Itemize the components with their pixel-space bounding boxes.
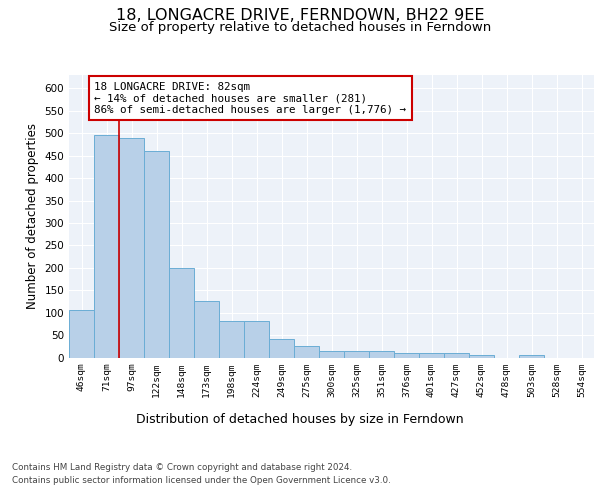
Bar bbox=[469, 356, 494, 358]
Bar bbox=[194, 302, 219, 358]
Bar bbox=[119, 138, 144, 358]
Bar bbox=[369, 351, 394, 358]
Bar bbox=[69, 310, 94, 358]
Bar bbox=[444, 353, 469, 358]
Text: Contains public sector information licensed under the Open Government Licence v3: Contains public sector information licen… bbox=[12, 476, 391, 485]
Bar bbox=[144, 151, 169, 358]
Text: Size of property relative to detached houses in Ferndown: Size of property relative to detached ho… bbox=[109, 21, 491, 34]
Bar bbox=[419, 353, 444, 358]
Text: Distribution of detached houses by size in Ferndown: Distribution of detached houses by size … bbox=[136, 412, 464, 426]
Y-axis label: Number of detached properties: Number of detached properties bbox=[26, 123, 39, 309]
Bar bbox=[169, 268, 194, 358]
Bar bbox=[94, 134, 119, 358]
Bar bbox=[219, 320, 244, 358]
Text: Contains HM Land Registry data © Crown copyright and database right 2024.: Contains HM Land Registry data © Crown c… bbox=[12, 462, 352, 471]
Bar bbox=[519, 356, 544, 358]
Text: 18, LONGACRE DRIVE, FERNDOWN, BH22 9EE: 18, LONGACRE DRIVE, FERNDOWN, BH22 9EE bbox=[116, 8, 484, 22]
Bar bbox=[269, 338, 294, 357]
Text: 18 LONGACRE DRIVE: 82sqm
← 14% of detached houses are smaller (281)
86% of semi-: 18 LONGACRE DRIVE: 82sqm ← 14% of detach… bbox=[95, 82, 407, 115]
Bar bbox=[394, 353, 419, 358]
Bar bbox=[344, 351, 369, 358]
Bar bbox=[294, 346, 319, 358]
Bar bbox=[244, 320, 269, 358]
Bar bbox=[319, 351, 344, 358]
